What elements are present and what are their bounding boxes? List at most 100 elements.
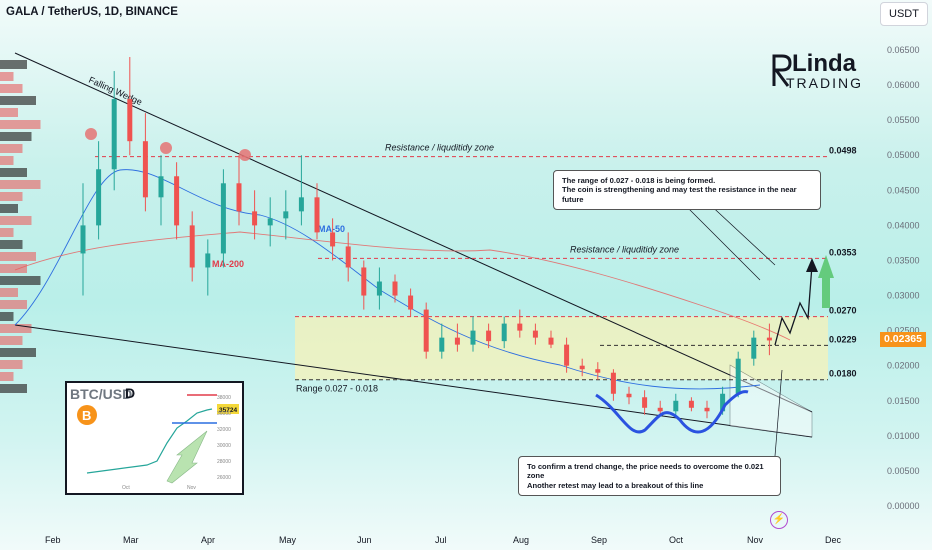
candle-body bbox=[673, 400, 679, 412]
volume-profile-bar bbox=[0, 180, 41, 189]
currency-button[interactable]: USDT bbox=[880, 2, 928, 26]
x-tick-label: Nov bbox=[747, 535, 764, 545]
x-tick-label: Sep bbox=[591, 535, 607, 545]
candle-body bbox=[408, 295, 414, 310]
y-tick-label: 0.06000 bbox=[887, 80, 920, 90]
candle-body bbox=[735, 358, 741, 394]
wedge-end-box bbox=[729, 364, 813, 438]
y-tick-label: 0.03000 bbox=[887, 291, 920, 301]
y-tick-label: 0.00000 bbox=[887, 501, 920, 511]
candle-body bbox=[314, 197, 320, 233]
candle-body bbox=[330, 232, 336, 247]
candle-body bbox=[548, 337, 554, 345]
volume-profile-bar bbox=[0, 312, 14, 321]
candle-body bbox=[751, 337, 757, 359]
inset-interval: D bbox=[125, 385, 136, 401]
touch-marker bbox=[239, 149, 251, 161]
candle-body bbox=[361, 267, 367, 296]
volume-profile-bar bbox=[0, 72, 14, 81]
candle-body bbox=[423, 309, 429, 352]
inset-y-tick: 30000 bbox=[217, 443, 231, 449]
ma-200-line bbox=[14, 231, 791, 341]
callout-bottom-line1: To confirm a trend change, the price nee… bbox=[527, 462, 764, 481]
inset-x-tick: Oct bbox=[122, 485, 130, 491]
ma-50-line bbox=[14, 169, 761, 390]
level-label: 0.0498 bbox=[829, 146, 857, 156]
callout-trend-change: To confirm a trend change, the price nee… bbox=[518, 456, 781, 497]
wedge-upper-line bbox=[14, 52, 813, 413]
volume-profile-bar bbox=[0, 120, 41, 129]
candle-body bbox=[454, 337, 460, 345]
candle-body bbox=[766, 337, 772, 341]
candle-body bbox=[376, 281, 382, 296]
volume-profile-bar bbox=[0, 288, 18, 297]
candle-body bbox=[470, 330, 476, 345]
candle-body bbox=[252, 211, 258, 226]
candle-body bbox=[205, 253, 211, 268]
candle-body bbox=[267, 218, 273, 226]
candle-body bbox=[236, 183, 242, 212]
x-tick-label: Oct bbox=[669, 535, 684, 545]
inset-plot: B 35724 38000 36000 32000 30000 28000 26000 Oct N… bbox=[77, 394, 239, 491]
candle-body bbox=[486, 330, 492, 342]
inset-price-box bbox=[217, 404, 239, 414]
candle-body bbox=[579, 365, 585, 370]
volume-profile-bar bbox=[0, 252, 36, 261]
volume-profile-bar bbox=[0, 336, 23, 345]
volume-profile-bar bbox=[0, 156, 14, 165]
candle-body bbox=[283, 211, 289, 219]
range-label: Range 0.027 - 0.018 bbox=[296, 384, 378, 394]
volume-profile-bar bbox=[0, 204, 18, 213]
brand-logo: Linda TRADING bbox=[768, 50, 863, 95]
x-tick-label: Dec bbox=[825, 535, 842, 545]
x-tick-label: Aug bbox=[513, 535, 529, 545]
y-tick-label: 0.02000 bbox=[887, 361, 920, 371]
candle-body bbox=[564, 344, 570, 366]
candle-body bbox=[127, 99, 133, 142]
candle-body bbox=[392, 281, 398, 296]
logo-subtitle: TRADING bbox=[786, 75, 863, 91]
y-tick-label: 0.01500 bbox=[887, 396, 920, 406]
y-tick-label: 0.05500 bbox=[887, 115, 920, 125]
callout-bottom-leader bbox=[774, 369, 783, 457]
projection-path bbox=[774, 264, 813, 346]
candle-body bbox=[610, 372, 616, 394]
callout-top-line1: The range of 0.027 - 0.018 is being form… bbox=[562, 176, 716, 185]
callout-bottom-line2: Another retest may lead to a breakout of… bbox=[527, 480, 704, 490]
x-tick-label: Mar bbox=[123, 535, 139, 545]
candle-body bbox=[345, 246, 351, 268]
candle-body bbox=[704, 407, 710, 412]
candle-body bbox=[595, 369, 601, 373]
candle-body bbox=[111, 99, 117, 170]
volume-profile-bar bbox=[0, 276, 41, 285]
volume-profile-bar bbox=[0, 108, 18, 117]
candle-body bbox=[532, 330, 538, 338]
volume-profile-bar bbox=[0, 60, 27, 69]
inset-y-tick: 26000 bbox=[217, 475, 231, 481]
callout-top-line2: The coin is strengthening and may test t… bbox=[562, 185, 797, 204]
logo-name: Linda bbox=[792, 50, 856, 77]
inset-y-tick: 28000 bbox=[217, 459, 231, 465]
y-tick-label: 0.00500 bbox=[887, 466, 920, 476]
w-pattern-curve bbox=[595, 390, 749, 434]
candle-body bbox=[96, 169, 102, 226]
callout-range-forming: The range of 0.027 - 0.018 is being form… bbox=[553, 170, 821, 211]
volume-profile-bar bbox=[0, 360, 23, 369]
bullish-arrow bbox=[818, 255, 834, 308]
y-tick-label: 0.03500 bbox=[887, 255, 920, 265]
candle-body bbox=[298, 197, 304, 212]
volume-profile-bar bbox=[0, 96, 36, 105]
range-box bbox=[295, 316, 828, 380]
inset-y-tick: 38000 bbox=[217, 395, 231, 401]
volume-profile-bar bbox=[0, 228, 14, 237]
lightning-icon[interactable]: ⚡ bbox=[770, 511, 788, 529]
volume-profile-bar bbox=[0, 240, 23, 249]
candle-body bbox=[642, 397, 648, 408]
volume-profile-bar bbox=[0, 372, 14, 381]
volume-profile-bar bbox=[0, 216, 32, 225]
inset-price-label: 35724 bbox=[219, 407, 237, 414]
symbol-title[interactable]: GALA / TetherUS, 1D, BINANCE bbox=[6, 6, 178, 18]
y-tick-label: 0.02500 bbox=[887, 326, 920, 336]
ma-50-label: MA-50 bbox=[318, 224, 345, 234]
